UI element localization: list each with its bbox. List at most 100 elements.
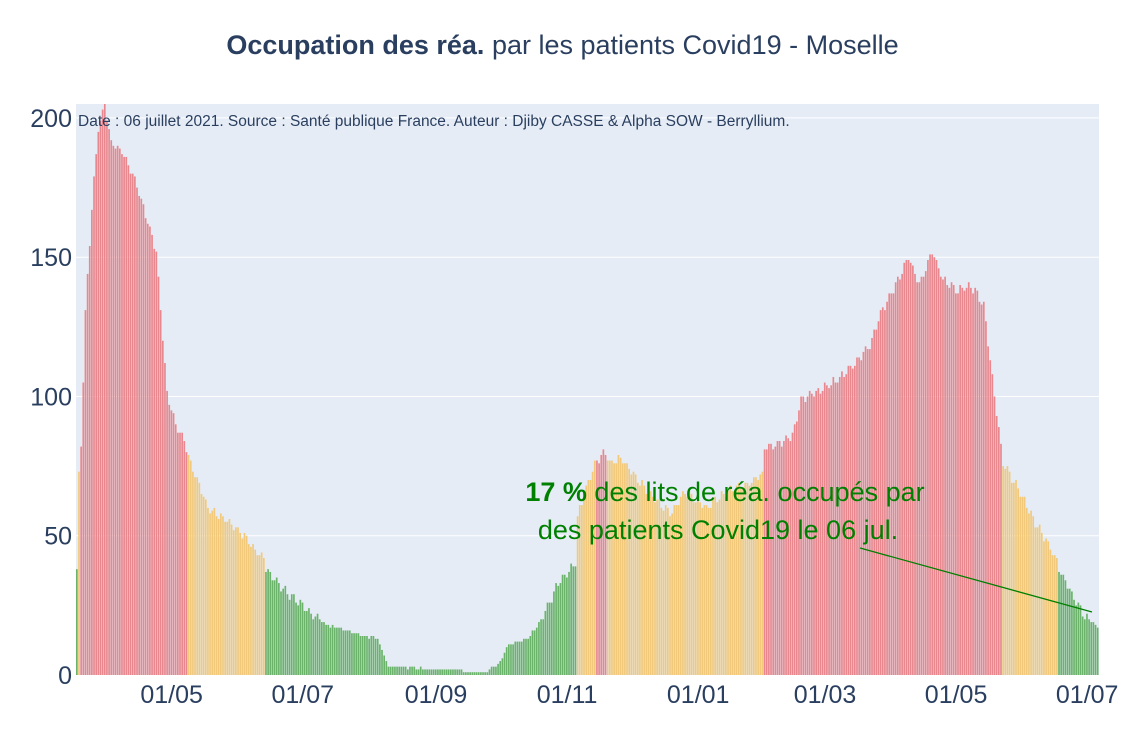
bar (531, 630, 534, 675)
bar (254, 549, 257, 675)
bar (654, 502, 656, 675)
bar (348, 630, 351, 675)
bar (1092, 622, 1095, 675)
bar (639, 485, 641, 675)
bar (1060, 574, 1062, 675)
y-axis: 0 50 100 150 200 (30, 105, 72, 690)
bar (819, 393, 822, 675)
bar (505, 647, 508, 675)
bar (430, 669, 433, 675)
bar (484, 672, 487, 675)
bar (452, 669, 454, 675)
annotation-text1: des lits de réa. occupés par (587, 477, 925, 507)
bar (735, 485, 738, 675)
bar (314, 616, 317, 675)
bar (856, 357, 858, 675)
bar (914, 273, 916, 675)
bar (101, 109, 104, 675)
bar (88, 246, 91, 676)
bar (931, 254, 934, 675)
bar (574, 566, 577, 675)
bar (677, 505, 680, 675)
bar (658, 499, 661, 675)
annotation-line2: des patients Covid19 le 06 jul. (538, 515, 898, 545)
bar (523, 638, 525, 675)
bar (712, 499, 714, 675)
bar (667, 507, 669, 675)
bar (389, 666, 392, 675)
bar (535, 627, 538, 675)
y-tick-label: 100 (30, 383, 72, 411)
bar (849, 365, 852, 675)
bar (361, 636, 364, 675)
bar (359, 636, 362, 675)
bar (1068, 588, 1071, 675)
bar (235, 527, 237, 675)
bar (1051, 555, 1054, 675)
bar (383, 655, 386, 675)
bar (344, 630, 347, 675)
bar (480, 672, 482, 675)
bar (544, 610, 547, 675)
bar (149, 226, 151, 675)
bar (559, 583, 562, 675)
bar (237, 527, 239, 675)
bar (415, 669, 418, 675)
bar (333, 627, 336, 675)
bar (892, 293, 895, 675)
bar (129, 173, 132, 675)
bar (267, 569, 269, 675)
bar (398, 666, 401, 675)
bar (1043, 541, 1045, 675)
bar (1015, 480, 1017, 675)
chart-title-bold: Occupation des réa. (226, 30, 485, 60)
bar (632, 471, 635, 675)
bar (869, 349, 871, 675)
bar (471, 672, 474, 675)
bar (82, 382, 85, 675)
bar (832, 376, 835, 675)
bar (692, 502, 695, 675)
bar (1030, 510, 1032, 675)
annotation-percent: 17 % (525, 477, 587, 507)
bar (699, 502, 701, 675)
bar (942, 279, 944, 675)
chart-title-rest: par les patients Covid19 - Moselle (484, 30, 899, 60)
bar (802, 396, 805, 675)
bar (262, 558, 265, 675)
bar (617, 454, 620, 675)
bar (795, 421, 798, 675)
bar (424, 669, 426, 675)
bar (1004, 468, 1007, 675)
bar (978, 301, 981, 675)
bar (568, 571, 570, 675)
bar (879, 310, 882, 675)
bar (733, 493, 736, 675)
bar (725, 496, 727, 675)
bar (884, 310, 886, 675)
bar (752, 477, 755, 675)
bar (475, 672, 478, 675)
bar (172, 413, 175, 675)
bar (875, 329, 878, 675)
bar (798, 410, 800, 675)
bar (710, 507, 712, 675)
bar (434, 669, 437, 675)
annotation-line1: 17 % des lits de réa. occupés par (525, 477, 924, 507)
bar (600, 454, 603, 675)
bar (950, 282, 953, 675)
bar (705, 505, 708, 675)
bar (679, 496, 682, 675)
bar (295, 602, 297, 675)
bar (912, 265, 914, 675)
bar (447, 669, 450, 675)
bar (161, 340, 164, 675)
bar (151, 234, 153, 675)
bar (112, 145, 115, 675)
bar (329, 627, 332, 675)
bar (507, 644, 510, 675)
bar (312, 619, 315, 675)
bar (581, 505, 583, 675)
bar (583, 499, 585, 675)
bar (572, 566, 575, 675)
